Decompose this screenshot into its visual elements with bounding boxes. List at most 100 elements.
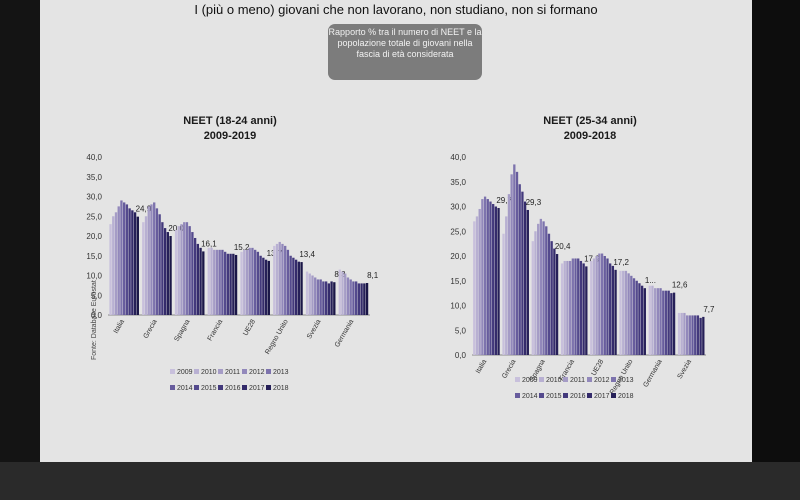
- bar: [180, 224, 183, 315]
- data-label: 8,1: [367, 271, 379, 280]
- bar: [297, 261, 300, 315]
- bar: [475, 216, 479, 355]
- data-label: 13,4: [299, 250, 315, 259]
- bar: [365, 283, 369, 315]
- data-label: 15,2: [234, 243, 250, 252]
- bar: [622, 270, 625, 355]
- bar: [685, 315, 689, 355]
- bar: [144, 216, 148, 315]
- bar: [316, 279, 320, 315]
- category-label: Grecia: [142, 318, 158, 339]
- bar: [158, 214, 161, 315]
- bar: [571, 258, 574, 355]
- category-label: UE28: [591, 358, 606, 377]
- bar: [305, 271, 309, 315]
- bar: [256, 251, 260, 315]
- bar: [221, 249, 224, 315]
- bar: [311, 275, 314, 315]
- bar: [478, 208, 481, 355]
- bar: [128, 208, 131, 315]
- bar: [112, 216, 115, 315]
- bar: [245, 249, 249, 315]
- y-tick-label: 40,0: [86, 153, 102, 162]
- bar: [229, 253, 232, 315]
- bar: [188, 226, 191, 315]
- legend-label: 2015: [546, 393, 562, 400]
- bar: [275, 243, 279, 315]
- bar: [662, 290, 665, 355]
- bar: [330, 281, 333, 315]
- slide-headline: I (più o meno) giovani che non lavorano,…: [194, 2, 598, 17]
- chart-title: NEET (25-34 anni): [543, 115, 637, 127]
- legend-label: 2010: [201, 369, 217, 376]
- y-tick-label: 30,0: [86, 193, 102, 202]
- category-label: Germania: [334, 318, 355, 348]
- bar: [680, 312, 683, 355]
- bar: [125, 204, 129, 315]
- legend-label: 2016: [570, 393, 586, 400]
- bar: [114, 212, 118, 315]
- legend-swatch: [266, 385, 271, 390]
- bar: [123, 202, 126, 315]
- legend-label: 2011: [225, 369, 240, 376]
- legend-swatch: [170, 369, 175, 374]
- bar: [150, 204, 153, 315]
- bar: [553, 248, 556, 355]
- bar: [191, 232, 194, 315]
- legend-label: 2017: [594, 393, 610, 400]
- legend-swatch: [563, 377, 568, 382]
- y-tick-label: 20,0: [450, 252, 466, 261]
- bar: [213, 249, 216, 315]
- y-tick-label: 10,0: [450, 302, 466, 311]
- data-label: 7,7: [703, 305, 715, 314]
- legend-swatch: [611, 377, 616, 382]
- bar: [672, 292, 676, 355]
- bar: [638, 283, 641, 355]
- bar: [196, 243, 200, 315]
- presentation-slide: I (più o meno) giovani che non lavorano,…: [40, 0, 752, 462]
- bar: [218, 249, 221, 315]
- bar: [568, 260, 572, 355]
- bar: [248, 247, 251, 315]
- bar: [292, 257, 295, 315]
- data-label: 1...: [645, 276, 656, 285]
- bar: [683, 312, 686, 355]
- bar: [664, 290, 668, 355]
- bar: [481, 199, 484, 355]
- charts-canvas: NEET (18-24 anni) 2009-2019 0,0 5,0 10,0 15,0…: [86, 115, 715, 400]
- bar: [677, 312, 681, 355]
- bar: [169, 236, 172, 315]
- bar: [131, 210, 134, 315]
- bar: [603, 256, 606, 355]
- legend-swatch: [194, 369, 199, 374]
- bar: [483, 196, 487, 355]
- bar: [592, 258, 596, 355]
- y-tick-label: 25,0: [86, 212, 102, 221]
- bar: [207, 247, 210, 315]
- bar: [259, 255, 262, 315]
- bar: [667, 290, 670, 355]
- legend-swatch: [587, 377, 592, 382]
- legend-swatch: [170, 385, 175, 390]
- bar: [327, 283, 331, 315]
- legend-swatch: [218, 369, 223, 374]
- bar: [199, 247, 202, 315]
- legend-label: 2018: [273, 385, 289, 392]
- legend-swatch: [515, 377, 520, 382]
- bar: [322, 281, 325, 315]
- bar: [289, 255, 292, 315]
- bar: [294, 259, 298, 315]
- bar: [360, 283, 363, 315]
- bar: [341, 271, 344, 315]
- bar: [539, 218, 543, 355]
- bar: [300, 262, 303, 315]
- bar: [560, 263, 564, 355]
- legend-label: 2016: [225, 385, 241, 392]
- y-tick-label: 15,0: [86, 252, 102, 261]
- bar: [656, 288, 660, 355]
- bar: [215, 249, 219, 315]
- bar: [234, 254, 238, 315]
- bar: [627, 273, 630, 355]
- bar: [563, 260, 566, 355]
- bar: [251, 247, 254, 315]
